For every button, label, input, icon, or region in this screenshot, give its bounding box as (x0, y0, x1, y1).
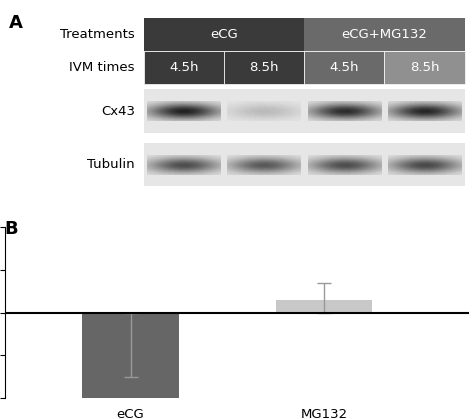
Text: B: B (5, 220, 18, 238)
Bar (144, 51, 224, 84)
Bar (304, 18, 465, 51)
Text: 8.5h: 8.5h (410, 61, 439, 74)
Text: eCG+MG132: eCG+MG132 (342, 28, 428, 41)
Text: 4.5h: 4.5h (169, 61, 199, 74)
Text: Cx43: Cx43 (101, 105, 135, 118)
Bar (144, 90, 465, 133)
Text: Tubulin: Tubulin (87, 158, 135, 171)
Bar (276, 300, 373, 313)
Bar (304, 51, 384, 84)
Text: 8.5h: 8.5h (249, 61, 279, 74)
Text: 4.5h: 4.5h (330, 61, 359, 74)
Bar (224, 51, 304, 84)
Bar (82, 313, 179, 398)
Text: Treatments: Treatments (60, 28, 135, 41)
Text: A: A (9, 14, 23, 32)
Text: eCG: eCG (210, 28, 238, 41)
Bar (384, 51, 465, 84)
Bar (144, 143, 465, 186)
Text: IVM times: IVM times (69, 61, 135, 74)
Bar (144, 18, 304, 51)
